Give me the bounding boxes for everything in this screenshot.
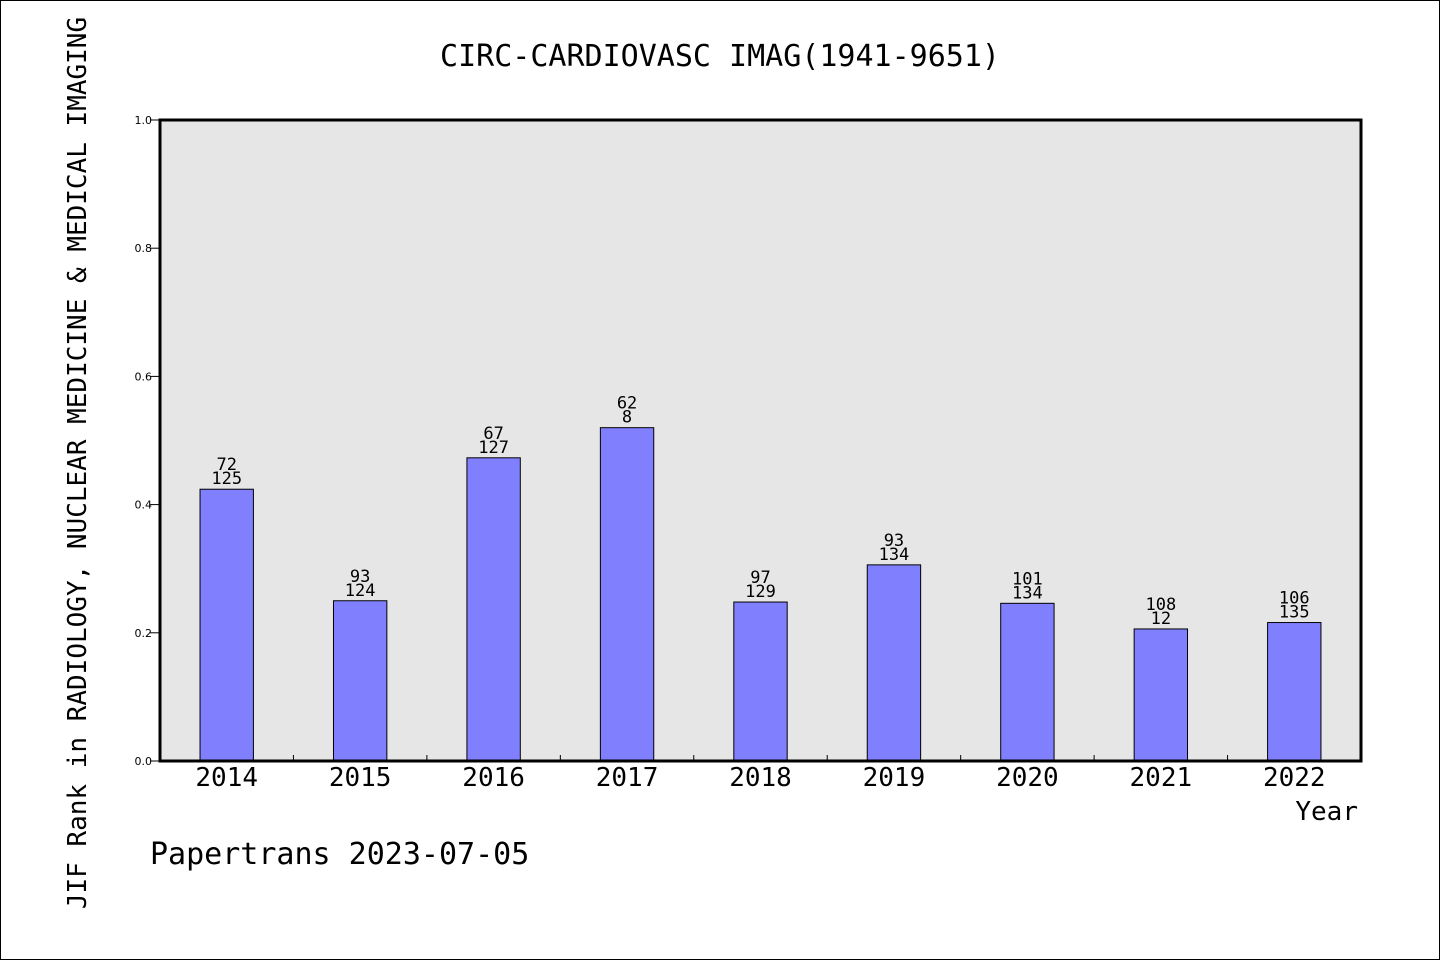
y-tick-label: 0.2: [135, 627, 153, 640]
x-tick-label: 2020: [996, 763, 1059, 793]
y-tick-label: 1.0: [135, 114, 153, 127]
bar-2020: [1000, 602, 1055, 762]
plot-border: [158, 118, 1363, 763]
x-tick-label: 2021: [1130, 763, 1193, 793]
bar-2015: [332, 600, 388, 762]
bar-label-rank: 97: [750, 568, 770, 588]
x-tick-label: 2018: [729, 763, 792, 793]
bar-label-rank: 93: [884, 531, 904, 551]
bar-label-rank: 101: [1012, 569, 1043, 589]
bar-2016: [466, 457, 521, 762]
bar-label-rank: 93: [350, 567, 370, 587]
y-tick-label: 0.0: [135, 755, 153, 768]
x-tick-labels-group: 2014 2015 2016 2017 2018 2019 2020 2021 2022: [195, 763, 1325, 793]
bar-label-total: 134: [879, 545, 910, 565]
bar-label-rank: 72: [216, 455, 236, 475]
bar-label-rank: 106: [1279, 589, 1310, 609]
bar-2021: [1133, 628, 1189, 762]
y-tick-label: 0.4: [135, 499, 153, 512]
bar-label-total: 124: [345, 581, 376, 601]
bar-2019: [866, 564, 922, 762]
bar-label-total: 8: [622, 408, 632, 428]
bar-2022: [1267, 622, 1322, 762]
bar-label-total: 125: [211, 469, 242, 489]
x-tick-label: 2015: [329, 763, 392, 793]
y-axis-label: JIF Rank in RADIOLOGY, NUCLEAR MEDICINE …: [63, 17, 93, 909]
footer-text: Papertrans 2023-07-05: [150, 837, 529, 872]
bar-label-total: 12: [1151, 609, 1171, 629]
x-tick-label: 2017: [596, 763, 659, 793]
bar-label-total: 129: [745, 582, 776, 602]
y-tick-label: 0.6: [135, 370, 153, 383]
x-axis-label: Year: [1295, 797, 1358, 827]
x-tick-label: 2014: [195, 763, 258, 793]
bar-label-rank: 108: [1145, 595, 1176, 615]
bar-2018: [733, 601, 788, 762]
x-tick-label: 2016: [462, 763, 525, 793]
bar-label-total: 135: [1279, 603, 1310, 623]
x-tick-label: 2019: [863, 763, 926, 793]
bar-2017: [599, 427, 655, 762]
bar-label-rank: 62: [617, 394, 637, 414]
x-tick-label: 2022: [1263, 763, 1326, 793]
bar-label-total: 127: [478, 438, 509, 458]
chart-title: CIRC-CARDIOVASC IMAG(1941-9651): [440, 39, 1000, 74]
bar-2014: [199, 488, 254, 762]
y-tick-label: 0.8: [135, 242, 153, 255]
bar-label-total: 134: [1012, 583, 1043, 603]
bar-label-rank: 67: [483, 424, 503, 444]
y-ticks-group: 0.0 0.2 0.4 0.6 0.8 1.0: [135, 114, 1229, 768]
bars-group: 7212593124671276289712993134101134108121…: [199, 394, 1322, 762]
